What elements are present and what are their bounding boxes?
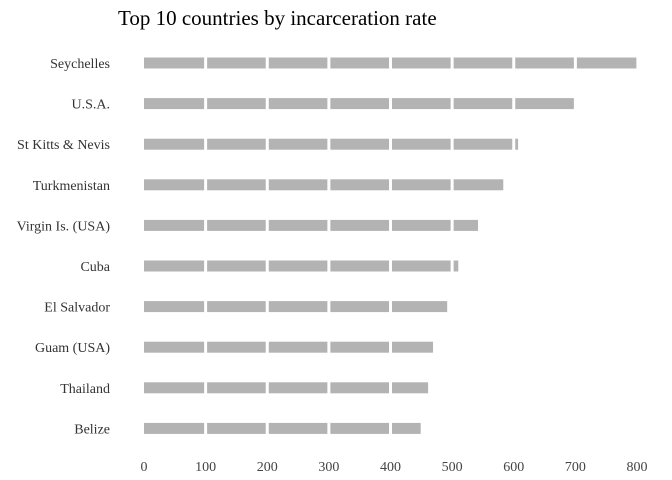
category-label-8: Thailand xyxy=(60,382,110,397)
category-label-2: St Kitts & Nevis xyxy=(17,138,110,153)
x-tick-label-2: 200 xyxy=(257,460,278,475)
x-tick-label-6: 600 xyxy=(503,460,524,475)
category-labels: Seychelles U.S.A. St Kitts & Nevis Turkmeni… xyxy=(17,57,111,437)
category-label-1: U.S.A. xyxy=(71,98,110,113)
bar-5 xyxy=(144,260,459,272)
category-label-3: Turkmenistan xyxy=(33,179,110,194)
bar-7 xyxy=(144,341,434,353)
chart-title: Top 10 countries by incarceration rate xyxy=(118,6,437,30)
category-label-7: Guam (USA) xyxy=(35,341,110,356)
x-tick-label-7: 700 xyxy=(565,460,586,475)
category-label-9: Belize xyxy=(74,422,110,437)
x-tick-label-5: 500 xyxy=(442,460,463,475)
grid-layer xyxy=(204,50,577,440)
bar-9 xyxy=(144,422,421,434)
category-label-5: Cuba xyxy=(80,260,110,275)
bar-3 xyxy=(144,179,504,191)
bar-4 xyxy=(144,219,479,231)
x-tick-label-3: 300 xyxy=(318,460,339,475)
bar-2 xyxy=(144,138,519,150)
x-tick-labels: 0 100 200 300 400 500 600 700 800 xyxy=(141,460,648,475)
x-tick-label-1: 100 xyxy=(195,460,216,475)
category-label-6: El Salvador xyxy=(44,301,110,316)
x-tick-label-4: 400 xyxy=(380,460,401,475)
x-tick-label-8: 800 xyxy=(627,460,648,475)
bar-6 xyxy=(144,301,448,313)
category-label-0: Seychelles xyxy=(50,57,110,72)
bar-8 xyxy=(144,382,429,394)
x-tick-label-0: 0 xyxy=(141,460,148,475)
bar-1 xyxy=(144,98,575,110)
category-label-4: Virgin Is. (USA) xyxy=(17,219,111,234)
